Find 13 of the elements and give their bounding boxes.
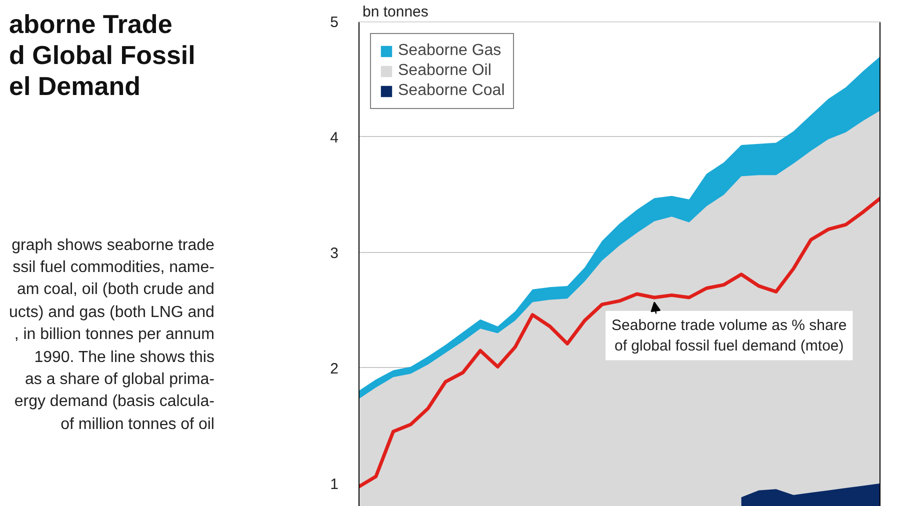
line-series — [358, 196, 880, 489]
y-tick-label: 3 — [330, 244, 338, 262]
y-tick-label: 1 — [330, 476, 338, 493]
y-axis-title: bn tonnes — [362, 4, 428, 20]
legend-label: Seaborne Coal — [398, 82, 505, 100]
y-tick-label: 4 — [330, 129, 338, 146]
text: aborne Trade d Global Fossil el Demand — [9, 9, 196, 103]
legend-label: Seaborne Oil — [398, 62, 492, 80]
text: graph shows seaborne trade ssil fuel commodities, name- am coal, oil (both crude and ucts) and gas (both LNG and , in billion tonnes per annum 1990. The line shows this as a share of global prima- ergy demand (basis calcula- of million tonnes of oil — [9, 236, 214, 433]
y-tick-label: 2 — [330, 360, 338, 378]
series-label: Seaborne trade volume as % share of global fossil fuel demand (mtoe) — [612, 316, 847, 354]
legend-label: Seaborne Gas — [398, 42, 502, 60]
y-tick-label: 5 — [330, 14, 338, 31]
